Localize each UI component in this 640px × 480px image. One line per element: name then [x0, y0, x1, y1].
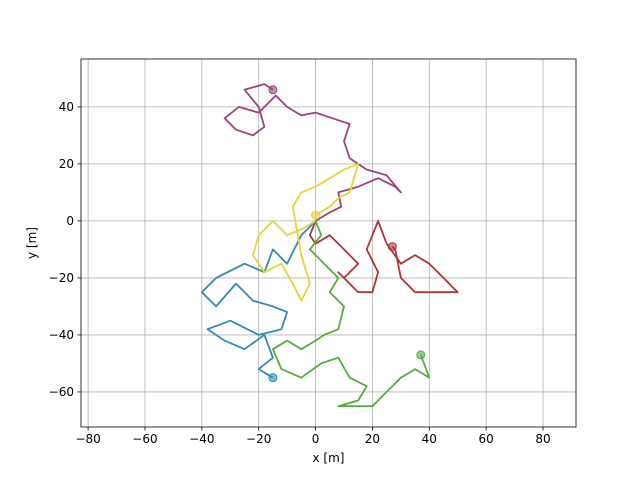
x-tick-label: 40: [422, 432, 437, 446]
end-marker: [387, 242, 397, 252]
x-tick-label: 20: [365, 432, 380, 446]
end-marker: [416, 350, 426, 360]
walk-line: [309, 220, 459, 294]
x-tick-label: −80: [75, 432, 100, 446]
x-tick-label: 80: [535, 432, 550, 446]
x-tick-label: −20: [246, 432, 271, 446]
grid: [81, 59, 576, 427]
walk-line: [252, 163, 360, 302]
walk-line: [223, 83, 402, 222]
end-marker: [268, 373, 278, 383]
x-tick-label: −40: [189, 432, 214, 446]
y-tick-label: −20: [49, 271, 74, 285]
y-tick-label: 0: [66, 214, 74, 228]
y-tick-label: −40: [49, 328, 74, 342]
x-axis-label: x [m]: [313, 451, 345, 465]
y-tick-label: 20: [59, 157, 74, 171]
walk-line: [272, 220, 431, 408]
end-marker: [268, 85, 278, 95]
x-tick-label: 60: [479, 432, 494, 446]
y-tick-label: −60: [49, 385, 74, 399]
plot-area: [200, 83, 459, 408]
axes-frame: [80, 58, 577, 428]
end-marker: [311, 210, 321, 220]
y-tick-label: 40: [59, 100, 74, 114]
walk-line: [200, 220, 317, 379]
x-tick-label: 0: [312, 432, 320, 446]
x-tick-label: −60: [132, 432, 157, 446]
y-axis-label: y [m]: [25, 227, 39, 259]
